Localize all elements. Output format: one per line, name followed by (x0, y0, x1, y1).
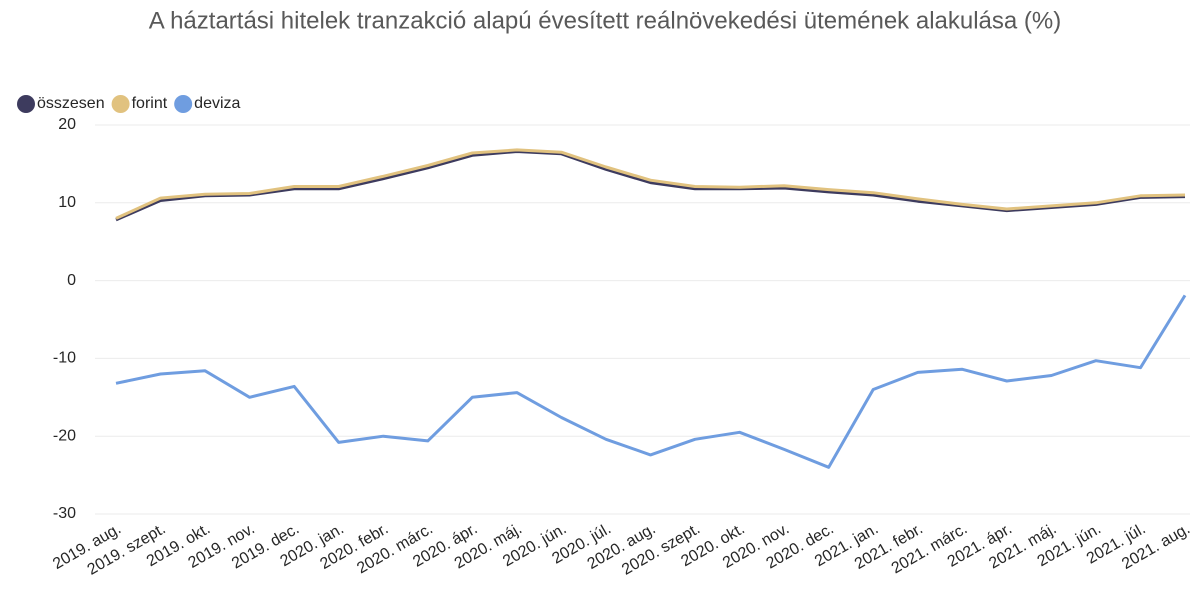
series-line (115, 294, 1187, 469)
y-tick-label: -30 (53, 505, 76, 522)
legend-swatch (111, 95, 130, 113)
y-tick-label: -20 (53, 427, 76, 444)
y-tick-label: -10 (53, 350, 76, 367)
series-line (115, 150, 1186, 222)
y-tick-label: 20 (58, 116, 76, 133)
y-tick-label: 0 (67, 272, 76, 289)
series-line (115, 148, 1186, 220)
legend-label: összesen (37, 95, 105, 112)
chart-title: A háztartási hitelek tranzakció alapú év… (149, 7, 1062, 34)
legend-label: forint (132, 95, 168, 112)
legend-swatch (17, 95, 35, 113)
y-tick-label: 10 (58, 194, 76, 211)
legend-label: deviza (194, 95, 240, 112)
legend-swatch (174, 95, 193, 113)
